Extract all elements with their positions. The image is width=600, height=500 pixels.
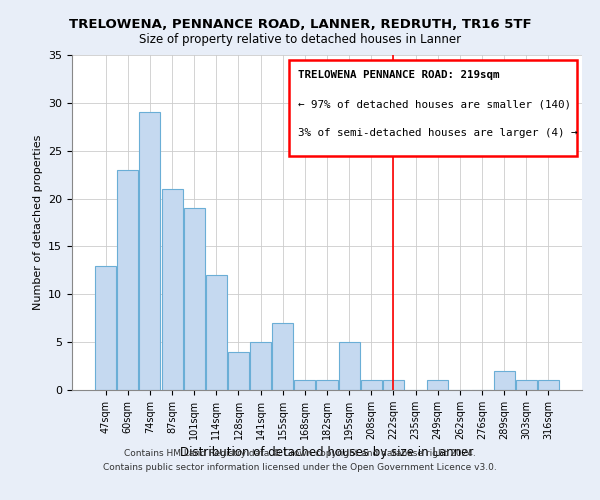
- FancyBboxPatch shape: [289, 60, 577, 156]
- Text: TRELOWENA, PENNANCE ROAD, LANNER, REDRUTH, TR16 5TF: TRELOWENA, PENNANCE ROAD, LANNER, REDRUT…: [68, 18, 532, 30]
- Bar: [427, 380, 448, 390]
- Bar: [494, 371, 515, 390]
- Bar: [95, 266, 116, 390]
- X-axis label: Distribution of detached houses by size in Lanner: Distribution of detached houses by size …: [181, 446, 473, 459]
- Y-axis label: Number of detached properties: Number of detached properties: [32, 135, 43, 310]
- Text: 3% of semi-detached houses are larger (4) →: 3% of semi-detached houses are larger (4…: [298, 128, 577, 138]
- Bar: [316, 380, 338, 390]
- Bar: [118, 170, 139, 390]
- Text: TRELOWENA PENNANCE ROAD: 219sqm: TRELOWENA PENNANCE ROAD: 219sqm: [298, 70, 499, 80]
- Text: ← 97% of detached houses are smaller (140): ← 97% of detached houses are smaller (14…: [298, 99, 571, 109]
- Text: Size of property relative to detached houses in Lanner: Size of property relative to detached ho…: [139, 32, 461, 46]
- Bar: [206, 275, 227, 390]
- Text: Contains HM Land Registry data © Crown copyright and database right 2024.: Contains HM Land Registry data © Crown c…: [124, 448, 476, 458]
- Bar: [161, 189, 182, 390]
- Bar: [250, 342, 271, 390]
- Bar: [361, 380, 382, 390]
- Bar: [184, 208, 205, 390]
- Text: Contains public sector information licensed under the Open Government Licence v3: Contains public sector information licen…: [103, 464, 497, 472]
- Bar: [515, 380, 536, 390]
- Bar: [383, 380, 404, 390]
- Bar: [272, 323, 293, 390]
- Bar: [139, 112, 160, 390]
- Bar: [295, 380, 316, 390]
- Bar: [228, 352, 249, 390]
- Bar: [338, 342, 359, 390]
- Bar: [538, 380, 559, 390]
